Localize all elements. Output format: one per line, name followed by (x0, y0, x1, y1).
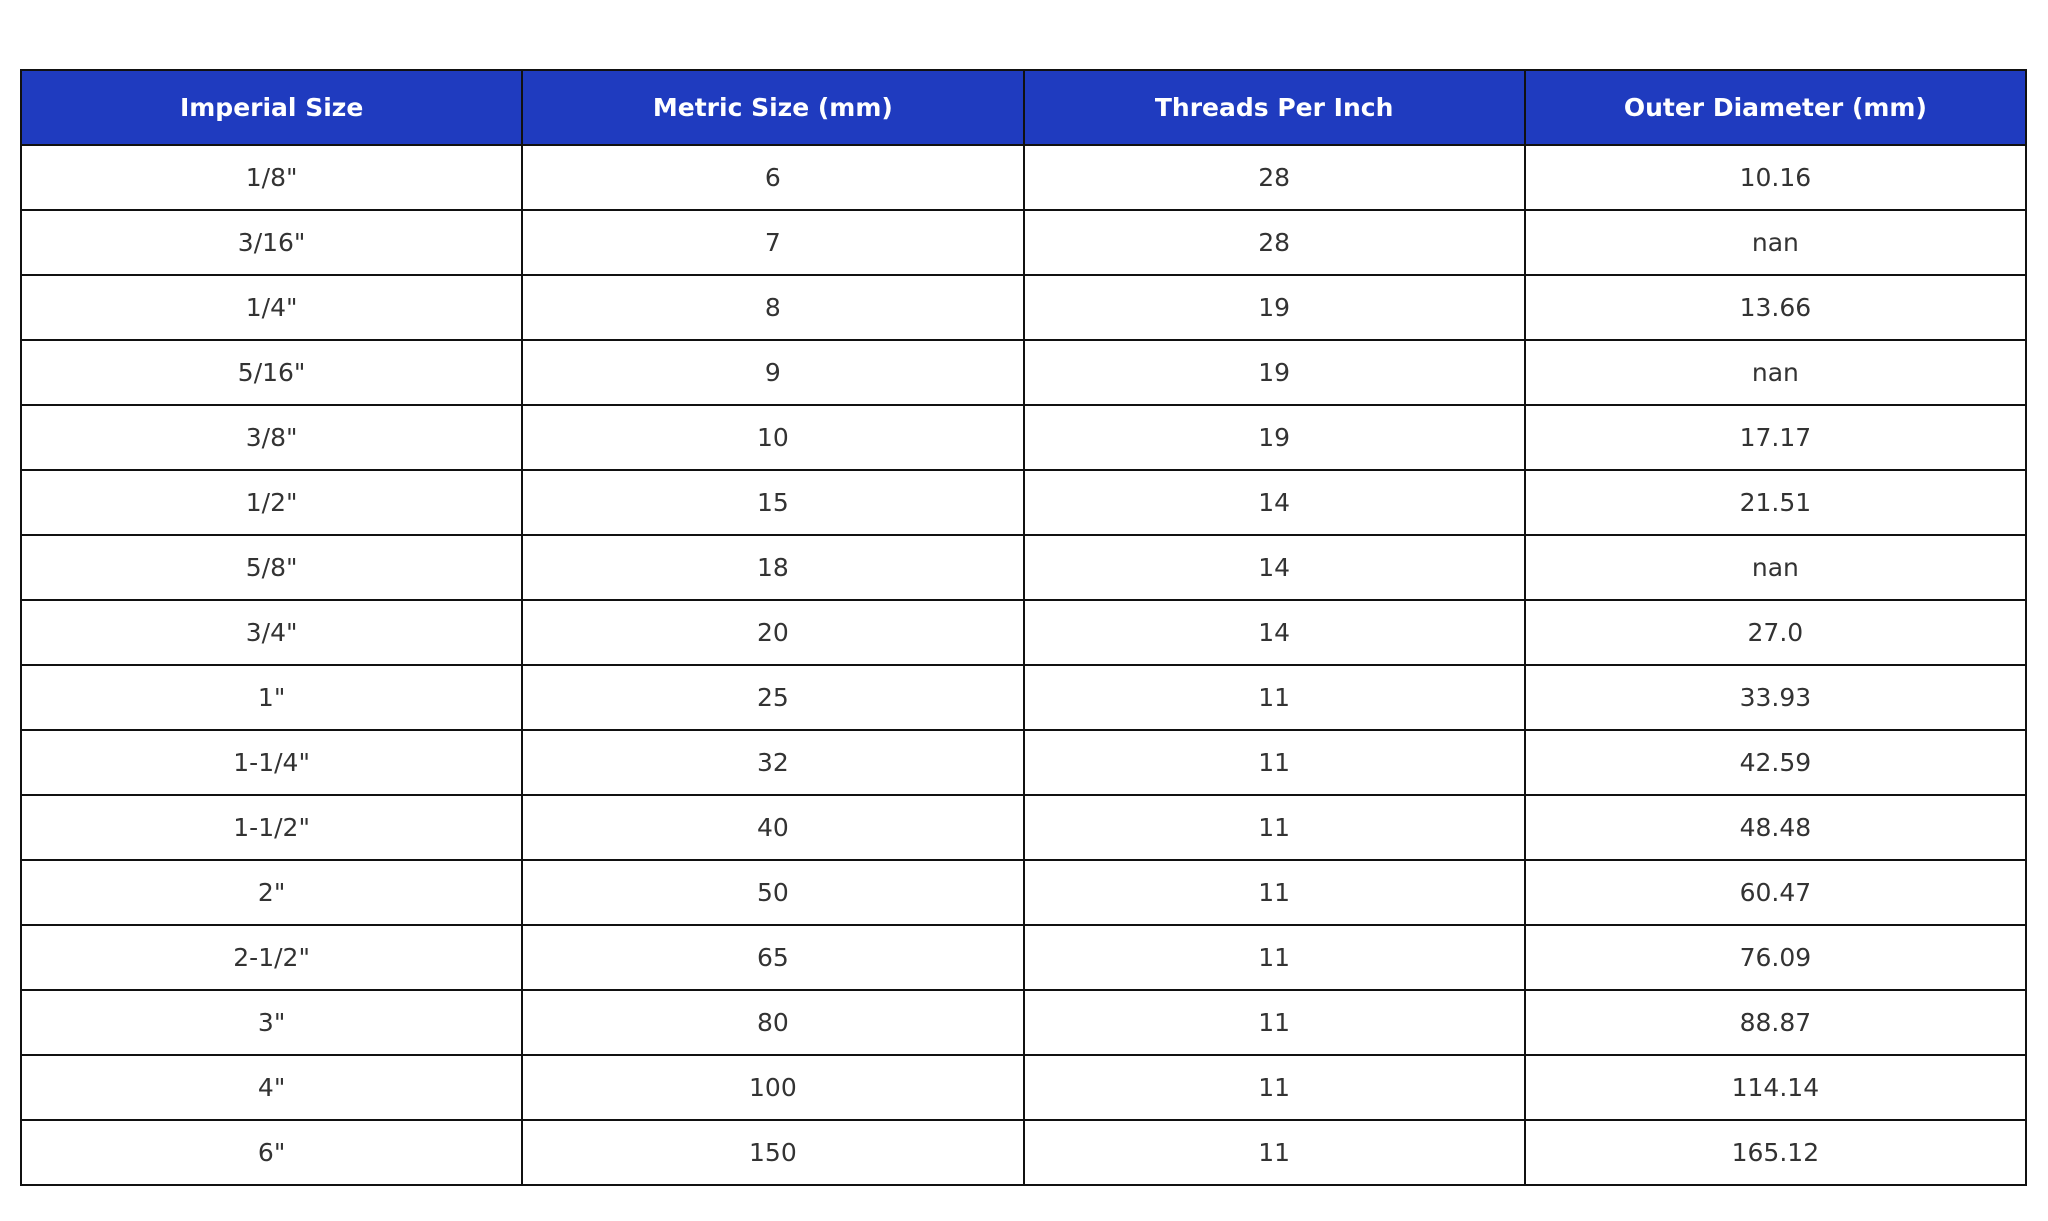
table-row: 3/4" 20 14 27.0 (19, 599, 2028, 666)
cell-threads-per-inch: 14 (1022, 599, 1526, 666)
cell-threads-per-inch: 11 (1022, 794, 1526, 861)
cell-threads-per-inch: 11 (1022, 989, 1526, 1056)
header-metric-size: Metric Size (mm) (521, 69, 1025, 146)
cell-threads-per-inch: 28 (1022, 144, 1526, 211)
cell-threads-per-inch: 11 (1022, 1119, 1526, 1186)
cell-imperial-size: 1-1/4" (19, 729, 524, 796)
cell-metric-size: 6 (521, 144, 1025, 211)
cell-threads-per-inch: 28 (1022, 209, 1526, 276)
cell-metric-size: 9 (521, 339, 1025, 406)
table-row: 1" 25 11 33.93 (19, 664, 2028, 731)
cell-threads-per-inch: 11 (1022, 924, 1526, 991)
cell-metric-size: 20 (521, 599, 1025, 666)
table-row: 1/8" 6 28 10.16 (19, 144, 2028, 211)
cell-imperial-size: 1/4" (19, 274, 524, 341)
cell-metric-size: 150 (521, 1119, 1025, 1186)
table-row: 5/16" 9 19 nan (19, 339, 2028, 406)
cell-threads-per-inch: 11 (1022, 859, 1526, 926)
table-row: 1-1/4" 32 11 42.59 (19, 729, 2028, 796)
cell-outer-diameter: 33.93 (1523, 664, 2028, 731)
cell-outer-diameter: 42.59 (1523, 729, 2028, 796)
table-row: 4" 100 11 114.14 (19, 1054, 2028, 1121)
cell-imperial-size: 5/16" (19, 339, 524, 406)
table-row: 1-1/2" 40 11 48.48 (19, 794, 2028, 861)
table-row: 5/8" 18 14 nan (19, 534, 2028, 601)
cell-outer-diameter: 27.0 (1523, 599, 2028, 666)
cell-outer-diameter: 88.87 (1523, 989, 2028, 1056)
cell-outer-diameter: nan (1523, 339, 2028, 406)
cell-imperial-size: 5/8" (19, 534, 524, 601)
table-row: 2" 50 11 60.47 (19, 859, 2028, 926)
cell-metric-size: 80 (521, 989, 1025, 1056)
cell-threads-per-inch: 19 (1022, 404, 1526, 471)
cell-metric-size: 8 (521, 274, 1025, 341)
cell-outer-diameter: 13.66 (1523, 274, 2028, 341)
table-row: 6" 150 11 165.12 (19, 1119, 2028, 1186)
cell-threads-per-inch: 19 (1022, 339, 1526, 406)
cell-imperial-size: 3/8" (19, 404, 524, 471)
header-threads-per-inch: Threads Per Inch (1022, 69, 1526, 146)
cell-imperial-size: 3" (19, 989, 524, 1056)
cell-outer-diameter: nan (1523, 209, 2028, 276)
cell-imperial-size: 1/8" (19, 144, 524, 211)
header-imperial-size: Imperial Size (19, 69, 524, 146)
cell-threads-per-inch: 14 (1022, 469, 1526, 536)
table-row: 1/4" 8 19 13.66 (19, 274, 2028, 341)
cell-threads-per-inch: 11 (1022, 729, 1526, 796)
cell-outer-diameter: 114.14 (1523, 1054, 2028, 1121)
cell-outer-diameter: 48.48 (1523, 794, 2028, 861)
cell-metric-size: 100 (521, 1054, 1025, 1121)
cell-outer-diameter: 10.16 (1523, 144, 2028, 211)
table-row: 2-1/2" 65 11 76.09 (19, 924, 2028, 991)
table-row: 1/2" 15 14 21.51 (19, 469, 2028, 536)
cell-imperial-size: 6" (19, 1119, 524, 1186)
cell-imperial-size: 1" (19, 664, 524, 731)
cell-metric-size: 40 (521, 794, 1025, 861)
cell-outer-diameter: 60.47 (1523, 859, 2028, 926)
cell-metric-size: 15 (521, 469, 1025, 536)
table-row: 3/8" 10 19 17.17 (19, 404, 2028, 471)
cell-metric-size: 50 (521, 859, 1025, 926)
cell-imperial-size: 1-1/2" (19, 794, 524, 861)
header-outer-diameter: Outer Diameter (mm) (1523, 69, 2028, 146)
cell-outer-diameter: 165.12 (1523, 1119, 2028, 1186)
cell-metric-size: 10 (521, 404, 1025, 471)
cell-metric-size: 65 (521, 924, 1025, 991)
cell-threads-per-inch: 11 (1022, 1054, 1526, 1121)
cell-imperial-size: 4" (19, 1054, 524, 1121)
cell-outer-diameter: 76.09 (1523, 924, 2028, 991)
table-row: 3/16" 7 28 nan (19, 209, 2028, 276)
cell-imperial-size: 1/2" (19, 469, 524, 536)
cell-threads-per-inch: 11 (1022, 664, 1526, 731)
cell-metric-size: 18 (521, 534, 1025, 601)
cell-imperial-size: 3/4" (19, 599, 524, 666)
header-row: Imperial Size Metric Size (mm) Threads P… (19, 69, 2028, 146)
cell-imperial-size: 2" (19, 859, 524, 926)
cell-threads-per-inch: 19 (1022, 274, 1526, 341)
cell-imperial-size: 3/16" (19, 209, 524, 276)
cell-imperial-size: 2-1/2" (19, 924, 524, 991)
table-row: 3" 80 11 88.87 (19, 989, 2028, 1056)
cell-outer-diameter: nan (1523, 534, 2028, 601)
cell-metric-size: 32 (521, 729, 1025, 796)
cell-metric-size: 25 (521, 664, 1025, 731)
cell-outer-diameter: 21.51 (1523, 469, 2028, 536)
pipe-size-table: Imperial Size Metric Size (mm) Threads P… (19, 69, 2028, 1186)
cell-metric-size: 7 (521, 209, 1025, 276)
cell-threads-per-inch: 14 (1022, 534, 1526, 601)
cell-outer-diameter: 17.17 (1523, 404, 2028, 471)
